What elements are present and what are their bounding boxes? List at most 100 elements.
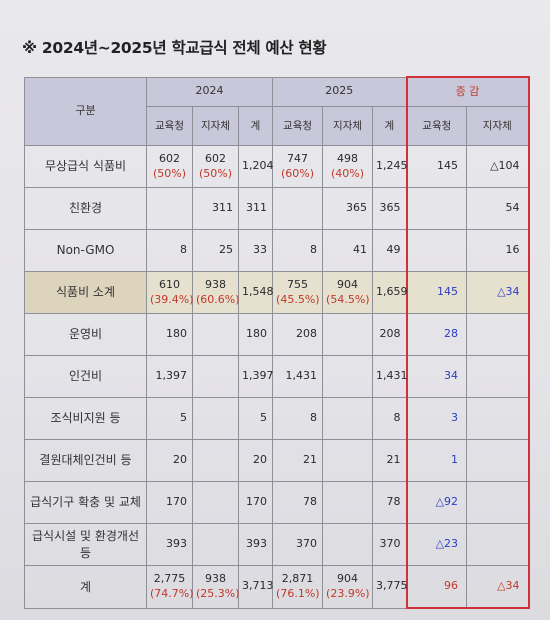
table-row: 식품비 소계 610 (39.4%) 938 (60.6%) 1,548 755 (45.5%…: [24, 271, 530, 314]
subheader-2024-local: 지자체: [192, 106, 239, 146]
cell-2025-edu-value: 21: [303, 453, 318, 467]
cell-2025-total-value: 3,775: [376, 579, 408, 593]
cell-2024-edu: 20: [146, 439, 193, 482]
cell-2025-local: 498 (40%): [322, 145, 374, 188]
cell-2024-edu: 5: [146, 397, 193, 440]
cell-2024-local: [192, 313, 239, 356]
cell-2025-total: 21: [372, 439, 408, 482]
page-title: ※ 2024년~2025년 학교급식 전체 예산 현황: [22, 39, 327, 57]
row-label: 조식비지원 등: [24, 397, 147, 440]
cell-2025-edu-value: 8: [310, 243, 318, 257]
cell-2024-local: 602 (50%): [192, 145, 239, 188]
table-row: 계 2,775 (74.7%) 938 (25.3%) 3,713 2,871 (76.1%)…: [24, 565, 530, 609]
cell-2024-local: [192, 355, 239, 398]
table-row: 급식기구 확충 및 교체 170 170 78 78 △92: [24, 481, 530, 524]
cell-2024-total: 393: [237, 523, 274, 566]
cell-2025-edu: 755 (45.5%): [272, 271, 324, 314]
cell-2024-local-value: 602: [205, 151, 226, 165]
cell-2024-edu-percent: (50%): [152, 166, 187, 180]
cell-2024-total-value: 20: [253, 453, 268, 467]
cell-2024-local: 938 (60.6%): [192, 271, 240, 314]
cell-2025-edu-value: 755: [287, 277, 309, 291]
table-row: 무상급식 식품비 602 (50%) 602 (50%) 1,204 747 (60%) 498…: [24, 145, 530, 188]
cell-2024-local: 938 (25.3%): [192, 565, 240, 609]
cell-2024-total-value: 311: [246, 201, 268, 215]
row-label: 친환경: [24, 187, 147, 230]
cell-change-edu: 3: [405, 397, 468, 440]
row-label-value: 무상급식 식품비: [44, 159, 127, 174]
cell-2024-edu-value: 610: [159, 277, 180, 291]
cell-2025-edu-value: 1,431: [285, 369, 318, 383]
cell-change-edu-value: 34: [444, 369, 459, 383]
cell-2024-local-value: 311: [212, 201, 233, 215]
cell-2025-edu: [272, 187, 324, 230]
cell-2024-edu: 8: [146, 229, 193, 272]
cell-2025-local-value: 498: [337, 151, 359, 165]
cell-2025-edu: 1,431: [272, 355, 324, 398]
budget-table: 구분 2024 2025 증 감 교육청 지자체 계 교육청 지자체 계 교육청…: [24, 76, 530, 609]
subheader-change-edu: 교육청: [405, 106, 468, 146]
cell-2025-total-value: 1,431: [376, 369, 408, 383]
row-label-value: 급식시설 및 환경개선 등: [32, 529, 139, 560]
cell-2024-edu: 602 (50%): [146, 145, 193, 188]
year-2024-header: 2024: [145, 76, 274, 107]
cell-2024-total: 1,548: [237, 271, 274, 314]
cell-2024-local: [192, 397, 239, 440]
cell-2024-edu-value: 180: [166, 327, 187, 341]
table-row: 운영비 180 180 208 208 28: [24, 313, 530, 356]
cell-2025-local-percent: (40%): [331, 166, 365, 180]
cell-2025-local: [322, 313, 374, 356]
cell-2024-local: 25: [192, 229, 239, 272]
cell-2024-total: 311: [237, 187, 274, 230]
cell-2025-local-value: 904: [337, 571, 359, 585]
cell-2024-total-value: 3,713: [242, 579, 274, 593]
cell-change-local: △34: [466, 565, 530, 609]
cell-2024-local: [192, 439, 239, 482]
table-row: 인건비 1,397 1,397 1,431 1,431 34: [24, 355, 530, 398]
row-label-value: 조식비지원 등: [50, 411, 121, 426]
cell-change-local-value: △104: [490, 159, 520, 173]
cell-2025-total: 1,245: [372, 145, 408, 188]
subheader-2024-total: 계: [237, 106, 274, 146]
cell-2025-total: 49: [372, 229, 408, 272]
cell-2025-local-percent: (23.9%): [326, 586, 370, 600]
cell-2025-edu: 2,871 (76.1%): [272, 565, 324, 609]
cell-2025-total-value: 1,659: [376, 285, 408, 299]
cell-2025-total: 370: [372, 523, 408, 566]
cell-2025-local: [322, 481, 374, 524]
cell-2025-total-value: 365: [379, 201, 401, 215]
cell-2025-local-percent: (54.5%): [326, 292, 370, 306]
cell-2024-local: [192, 481, 239, 524]
cell-2024-local-percent: (50%): [198, 166, 233, 180]
cell-2024-edu-value: 8: [180, 243, 187, 257]
cell-2025-local: 904 (54.5%): [322, 271, 374, 314]
cell-2024-edu-value: 20: [173, 453, 187, 467]
cell-2025-edu: 21: [272, 439, 324, 482]
row-label: 무상급식 식품비: [24, 145, 147, 188]
row-label: 계: [24, 565, 147, 609]
cell-2024-total-value: 170: [246, 495, 268, 509]
cell-change-local-value: △34: [497, 285, 520, 299]
cell-2025-total: 208: [372, 313, 408, 356]
cell-change-edu: [405, 229, 468, 272]
cell-2025-total: 78: [372, 481, 408, 524]
cell-2024-total-value: 180: [246, 327, 268, 341]
cell-2024-total-value: 1,548: [242, 285, 274, 299]
cell-change-edu: [405, 187, 468, 230]
year-2025-header: 2025: [272, 76, 408, 107]
change-header: 증 감: [405, 76, 530, 107]
cell-2024-edu-percent: (74.7%): [150, 586, 194, 600]
cell-change-edu-value: △92: [435, 495, 459, 509]
cell-change-local: [466, 355, 530, 398]
cell-2025-total-value: 21: [386, 453, 401, 467]
cell-2025-total: 3,775: [372, 565, 408, 609]
cell-change-edu: 28: [405, 313, 468, 356]
cell-change-edu: 1: [405, 439, 468, 482]
cell-2025-total: 1,431: [372, 355, 408, 398]
cell-2025-total-value: 208: [379, 327, 401, 341]
cell-2025-local-value: 41: [353, 243, 368, 257]
subheader-change-local: 지자체: [466, 106, 530, 146]
row-label: 급식기구 확충 및 교체: [24, 481, 147, 524]
cell-change-edu-value: △23: [435, 537, 459, 551]
cell-2024-total: 170: [237, 481, 274, 524]
